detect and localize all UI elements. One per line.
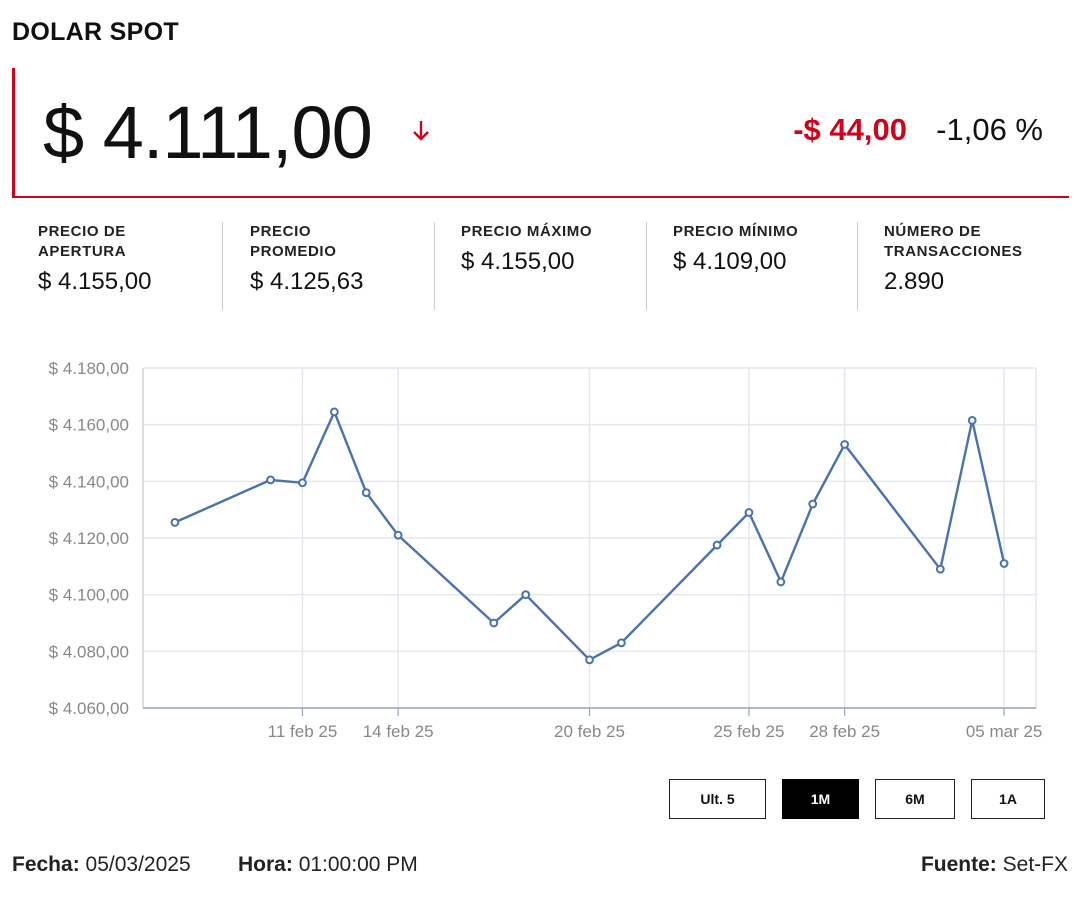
- data-point: [712, 540, 722, 550]
- y-tick-label: $ 4.160,00: [49, 416, 129, 435]
- time-label: Hora:: [238, 853, 293, 876]
- data-point: [616, 638, 626, 648]
- data-point: [776, 577, 786, 587]
- data-point: [298, 478, 307, 488]
- range-button-last5[interactable]: Ult. 5: [669, 779, 766, 819]
- data-point: [967, 416, 977, 425]
- data-point: [585, 655, 594, 665]
- series-line: [174, 410, 1006, 661]
- range-button-1a[interactable]: 1A: [971, 779, 1045, 819]
- date-value: 05/03/2025: [85, 853, 191, 876]
- current-price: $ 4.111,00: [43, 91, 373, 174]
- arrow-down-icon: [413, 121, 429, 141]
- stat-label: PRECIO MÁXIMO: [461, 223, 593, 240]
- divider: [646, 222, 647, 310]
- page-title: DOLAR SPOT: [12, 18, 179, 46]
- x-tick-label: 25 feb 25: [714, 722, 785, 741]
- stat-average-price: PRECIO PROMEDIO $ 4.125,63: [250, 222, 450, 310]
- stat-value: $ 4.109,00: [673, 248, 787, 275]
- price-change-percent: -1,06 %: [936, 112, 1043, 147]
- data-point: [361, 488, 371, 498]
- data-point: [808, 499, 818, 509]
- data-point: [840, 440, 850, 449]
- stat-value: $ 4.155,00: [38, 268, 152, 295]
- x-tick-label: 28 feb 25: [809, 722, 880, 741]
- range-button-1m[interactable]: 1M: [782, 779, 859, 819]
- footer-source: Fuente: Set-FX: [921, 853, 1068, 877]
- x-tick-label: 11 feb 25: [268, 722, 338, 741]
- price-change: -$ 44,00: [793, 112, 907, 147]
- divider: [857, 222, 858, 310]
- stat-opening-price: PRECIO DE APERTURA $ 4.155,00: [38, 222, 238, 310]
- y-tick-label: $ 4.120,00: [49, 529, 129, 548]
- footer-date: Fecha: 05/03/2025: [12, 853, 191, 877]
- data-point: [744, 508, 754, 517]
- stat-value: 2.890: [884, 268, 945, 295]
- y-tick-label: $ 4.140,00: [49, 472, 129, 491]
- date-label: Fecha:: [12, 853, 80, 876]
- data-point: [935, 564, 945, 574]
- stat-min-price: PRECIO MÍNIMO $ 4.109,00: [673, 222, 873, 310]
- time-value: 01:00:00 PM: [298, 853, 418, 876]
- data-point: [266, 475, 275, 485]
- stat-value: $ 4.155,00: [461, 248, 575, 275]
- source-value: Set-FX: [1002, 853, 1068, 876]
- stat-label: PRECIO PROMEDIO: [250, 223, 337, 260]
- stats-row: PRECIO DE APERTURA $ 4.155,00 PRECIO PROME…: [38, 222, 1078, 312]
- stat-label: PRECIO DE APERTURA: [38, 223, 127, 260]
- price-line-chart[interactable]: $ 4.060,00 $ 4.080,00 $ 4.100,00 $ 4.120,00…: [0, 350, 1080, 750]
- x-tick-label: 20 feb 25: [554, 722, 625, 741]
- stat-label: PRECIO MÍNIMO: [673, 223, 799, 240]
- y-tick-label: $ 4.080,00: [49, 642, 129, 661]
- data-point: [329, 407, 339, 417]
- divider: [434, 222, 435, 310]
- x-tick-label: 05 mar 25: [966, 722, 1043, 741]
- data-point: [170, 518, 180, 527]
- data-point: [393, 530, 403, 540]
- quote-panel: $ 4.111,00 -$ 44,00 -1,06 %: [12, 68, 1069, 198]
- y-tick-label: $ 4.180,00: [49, 359, 129, 378]
- divider: [222, 222, 223, 310]
- data-point: [489, 618, 499, 628]
- data-point: [521, 590, 531, 600]
- stat-transactions: NÚMERO DE TRANSACCIONES 2.890: [884, 222, 1080, 310]
- y-tick-label: $ 4.060,00: [49, 699, 129, 718]
- y-tick-label: $ 4.100,00: [49, 586, 129, 605]
- footer-time: Hora: 01:00:00 PM: [238, 853, 418, 877]
- stat-value: $ 4.125,63: [250, 268, 364, 295]
- stat-max-price: PRECIO MÁXIMO $ 4.155,00: [461, 222, 661, 310]
- stat-label: NÚMERO DE TRANSACCIONES: [884, 223, 1023, 260]
- data-point: [999, 559, 1009, 568]
- range-button-6m[interactable]: 6M: [875, 779, 955, 819]
- source-label: Fuente:: [920, 853, 997, 876]
- x-tick-label: 14 feb 25: [363, 722, 434, 741]
